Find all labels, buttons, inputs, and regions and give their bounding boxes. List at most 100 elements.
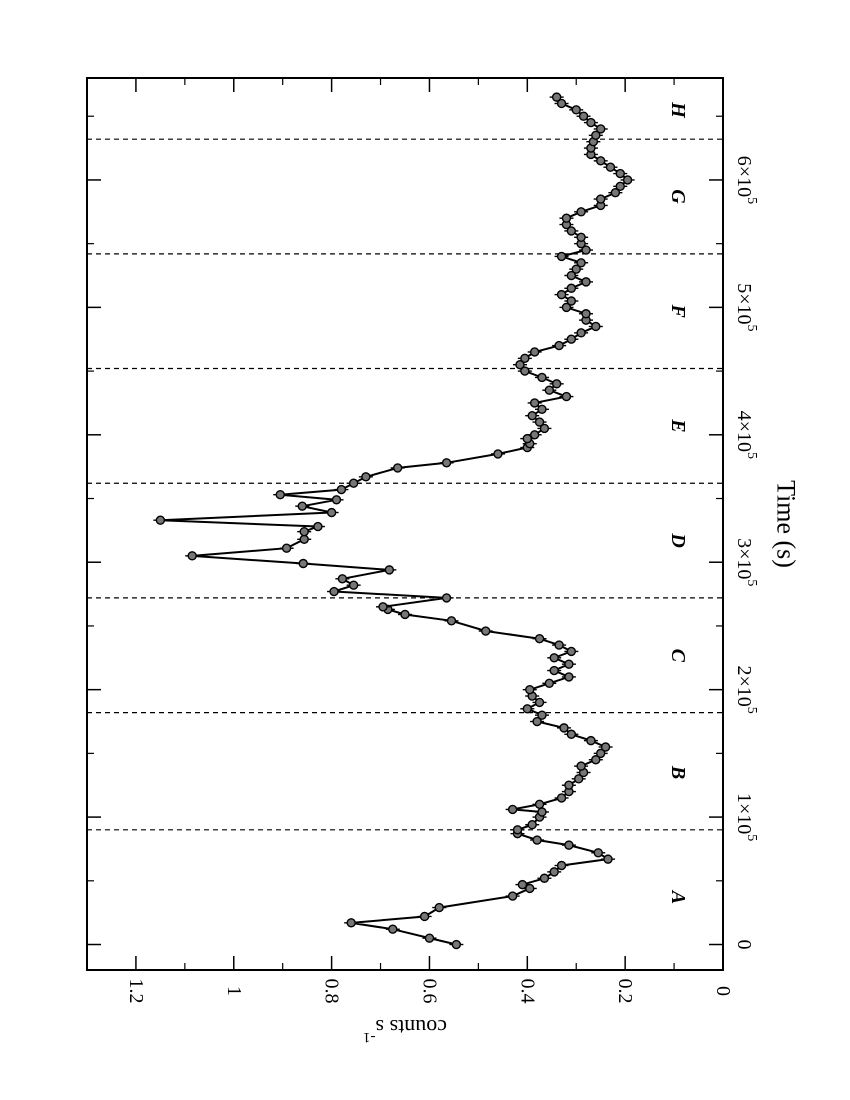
counts-tick-label: 0.8 [321,979,343,1004]
data-point [417,911,432,922]
data-point [574,258,589,268]
data-point [520,433,535,444]
point-marker [581,309,591,319]
data-point [593,194,608,204]
region-label: H [667,101,689,119]
point-marker [520,353,530,364]
data-point [593,200,608,211]
point-marker [549,665,559,676]
data-point [588,755,603,765]
point-marker [522,433,533,444]
data-point [439,458,454,468]
point-marker [544,385,555,395]
point-marker [493,449,503,459]
data-point [375,602,390,612]
data-point [574,761,589,771]
data-point [593,748,608,759]
point-marker [556,251,567,262]
time-tick-label: 0 [733,940,755,950]
point-marker [622,175,633,185]
counts-tick-label: 0.6 [418,979,440,1004]
point-marker [424,933,435,943]
data-point [574,207,589,217]
point-marker [187,551,197,561]
data-point [564,729,579,739]
point-marker [155,515,166,525]
region-dividers [87,138,723,831]
data-point [382,565,397,575]
point-marker [603,854,613,864]
data-point [559,391,574,402]
point-marker [564,659,574,669]
data-point [525,410,540,421]
point-marker [515,360,525,370]
point-marker [298,558,308,569]
data-point [344,918,359,928]
data-point [527,430,542,440]
data-point [559,213,574,223]
data-point [586,137,601,147]
data-point [439,593,454,603]
axis-ticks [86,78,724,970]
point-marker [525,684,535,695]
time-tick-label: 1×105 [733,793,760,841]
point-marker [561,302,572,313]
data-point [522,684,537,695]
data-point [279,543,294,553]
data-point [329,495,344,505]
data-point [517,366,532,376]
point-marker [576,232,586,242]
data-point [574,232,589,242]
time-tick-label: 4×105 [733,411,760,459]
data-point [520,704,535,714]
data-point [593,156,608,166]
point-marker [571,105,581,115]
data-point [564,646,579,657]
point-marker [591,321,601,332]
point-marker [591,755,601,765]
point-marker [525,883,535,894]
time-tick-label: 6×105 [733,156,760,204]
data-point [593,124,608,134]
region-label: B [667,765,689,779]
point-marker [313,521,323,532]
region-label: G [667,189,689,204]
data-point [574,328,589,338]
data-point [530,716,545,727]
point-marker [446,616,457,626]
point-marker [326,507,337,518]
data-point [561,672,576,682]
data-point [608,187,623,198]
data-point [549,92,564,102]
point-marker [481,626,491,636]
point-marker [299,526,309,537]
data-point [579,245,594,255]
region-label: F [667,304,689,319]
data-point [554,98,569,109]
point-marker [564,840,574,850]
point-marker [329,586,339,597]
data-point [534,372,549,383]
point-marker [441,593,452,603]
data-point [537,873,552,883]
point-marker [573,774,584,784]
point-marker [544,678,555,688]
point-marker [576,761,586,771]
point-marker [595,194,606,204]
data-point [576,111,591,121]
data-point [547,665,562,676]
data-point [515,879,530,890]
data-point [547,867,562,877]
data-point [549,379,564,389]
region-label: A [667,889,689,904]
data-point [542,385,557,395]
point-marker [529,347,540,357]
point-marker [392,463,403,473]
point-marker [388,924,398,934]
data-point [525,820,540,830]
point-marker [384,565,395,575]
point-marker [532,835,542,845]
point-marker [586,735,596,746]
point-marker [537,372,547,383]
data-point [510,825,525,835]
